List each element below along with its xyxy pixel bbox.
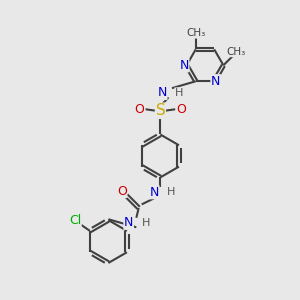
Text: N: N — [149, 186, 159, 199]
Text: N: N — [179, 59, 189, 72]
Text: N: N — [158, 86, 167, 99]
Text: S: S — [155, 103, 165, 118]
Text: CH₃: CH₃ — [186, 28, 206, 38]
Text: O: O — [135, 103, 145, 116]
Text: N: N — [124, 216, 134, 229]
Text: H: H — [167, 187, 175, 197]
Text: Cl: Cl — [69, 214, 81, 226]
Text: O: O — [176, 103, 186, 116]
Text: CH₃: CH₃ — [226, 46, 246, 57]
Text: H: H — [142, 218, 150, 228]
Text: O: O — [117, 184, 127, 197]
Text: N: N — [211, 75, 220, 88]
Text: H: H — [175, 88, 183, 98]
